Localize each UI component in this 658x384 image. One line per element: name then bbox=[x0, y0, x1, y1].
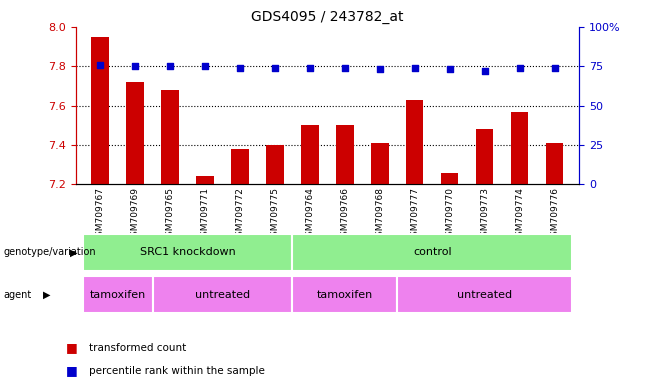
Bar bbox=[441, 172, 459, 184]
Text: agent: agent bbox=[3, 290, 32, 300]
Text: SRC1 knockdown: SRC1 knockdown bbox=[139, 247, 236, 258]
Point bbox=[305, 65, 315, 71]
Text: tamoxifen: tamoxifen bbox=[316, 290, 373, 300]
Point bbox=[480, 68, 490, 74]
Text: tamoxifen: tamoxifen bbox=[89, 290, 145, 300]
Point bbox=[549, 65, 560, 71]
Text: transformed count: transformed count bbox=[89, 343, 186, 353]
Text: ▶: ▶ bbox=[70, 247, 78, 258]
Point bbox=[95, 61, 105, 68]
Bar bbox=[476, 129, 494, 184]
Bar bbox=[371, 143, 388, 184]
Point bbox=[515, 65, 525, 71]
Point bbox=[409, 65, 420, 71]
Text: ▶: ▶ bbox=[43, 290, 50, 300]
Text: ■: ■ bbox=[66, 364, 78, 377]
Bar bbox=[336, 125, 353, 184]
Bar bbox=[546, 143, 563, 184]
Bar bbox=[91, 37, 109, 184]
Bar bbox=[231, 149, 249, 184]
Point bbox=[340, 65, 350, 71]
Point bbox=[444, 66, 455, 73]
Bar bbox=[161, 90, 179, 184]
Text: genotype/variation: genotype/variation bbox=[3, 247, 96, 258]
Bar bbox=[126, 82, 144, 184]
Text: percentile rank within the sample: percentile rank within the sample bbox=[89, 366, 265, 376]
Point bbox=[200, 63, 211, 70]
Bar bbox=[511, 111, 528, 184]
Point bbox=[374, 66, 385, 73]
Bar bbox=[406, 100, 424, 184]
Point bbox=[130, 63, 140, 70]
Text: untreated: untreated bbox=[195, 290, 250, 300]
Text: control: control bbox=[413, 247, 451, 258]
Bar bbox=[196, 176, 214, 184]
Text: untreated: untreated bbox=[457, 290, 512, 300]
Text: ■: ■ bbox=[66, 341, 78, 354]
Title: GDS4095 / 243782_at: GDS4095 / 243782_at bbox=[251, 10, 403, 25]
Point bbox=[164, 63, 175, 70]
Point bbox=[235, 65, 245, 71]
Bar bbox=[266, 145, 284, 184]
Point bbox=[270, 65, 280, 71]
Bar bbox=[301, 125, 318, 184]
